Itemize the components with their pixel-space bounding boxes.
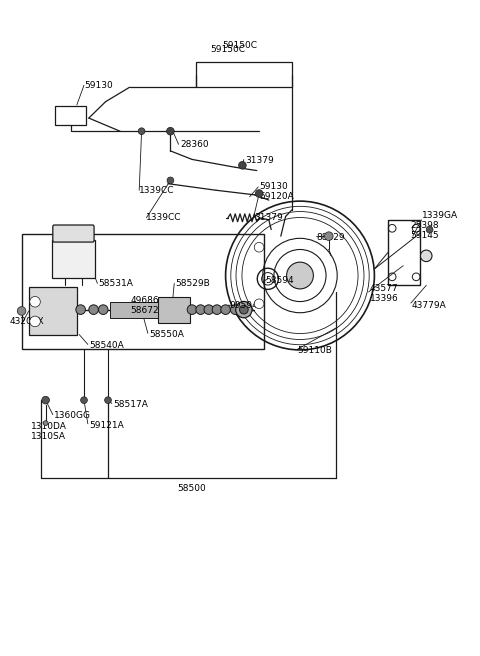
Ellipse shape xyxy=(76,305,85,314)
Ellipse shape xyxy=(30,297,40,307)
Ellipse shape xyxy=(254,243,264,252)
Bar xyxy=(52,240,95,278)
Bar xyxy=(196,62,292,87)
Bar xyxy=(22,234,264,349)
Ellipse shape xyxy=(167,177,174,184)
Text: 59121A: 59121A xyxy=(89,420,123,430)
Text: 58500: 58500 xyxy=(178,484,206,493)
Ellipse shape xyxy=(426,226,433,233)
Text: 58531A: 58531A xyxy=(98,279,133,288)
Ellipse shape xyxy=(43,420,48,426)
Ellipse shape xyxy=(17,306,26,316)
Ellipse shape xyxy=(204,305,214,314)
FancyBboxPatch shape xyxy=(53,225,94,242)
Text: 43577: 43577 xyxy=(370,284,398,293)
Ellipse shape xyxy=(105,397,111,403)
Ellipse shape xyxy=(239,305,249,314)
Ellipse shape xyxy=(63,227,84,240)
Text: 28360: 28360 xyxy=(180,140,209,149)
Text: 58594: 58594 xyxy=(265,276,294,285)
Text: 1310SA: 1310SA xyxy=(31,432,66,441)
Text: 59110B: 59110B xyxy=(298,346,333,356)
Text: 59150C: 59150C xyxy=(211,45,245,54)
Ellipse shape xyxy=(138,128,145,134)
Ellipse shape xyxy=(196,305,205,314)
Text: 31379: 31379 xyxy=(254,213,283,222)
Ellipse shape xyxy=(239,161,246,169)
Ellipse shape xyxy=(98,305,108,314)
Bar xyxy=(55,106,86,125)
Bar xyxy=(110,302,158,318)
Text: 58529B: 58529B xyxy=(175,279,210,288)
Ellipse shape xyxy=(81,397,87,403)
Text: 1360GG: 1360GG xyxy=(54,411,91,420)
Text: 58672: 58672 xyxy=(131,306,159,315)
Text: 1310DA: 1310DA xyxy=(31,422,67,431)
Ellipse shape xyxy=(230,305,240,314)
Bar xyxy=(29,287,77,335)
Text: 1339GA: 1339GA xyxy=(422,211,458,220)
Text: 59145: 59145 xyxy=(410,231,439,240)
Text: 58540A: 58540A xyxy=(89,341,123,350)
Ellipse shape xyxy=(42,396,49,404)
Ellipse shape xyxy=(420,250,432,262)
Text: 99594: 99594 xyxy=(229,300,258,310)
Ellipse shape xyxy=(287,262,313,289)
Text: 58550A: 58550A xyxy=(149,330,184,339)
Ellipse shape xyxy=(324,232,333,241)
Ellipse shape xyxy=(187,305,197,314)
Text: 58517A: 58517A xyxy=(113,400,148,409)
Ellipse shape xyxy=(30,316,40,327)
Text: 43201X: 43201X xyxy=(10,317,44,326)
Ellipse shape xyxy=(240,305,248,314)
Text: 59120A: 59120A xyxy=(259,192,294,201)
Ellipse shape xyxy=(212,305,222,314)
Ellipse shape xyxy=(236,302,252,318)
Text: 88329: 88329 xyxy=(317,233,346,242)
Bar xyxy=(388,220,420,285)
Text: 13396: 13396 xyxy=(370,294,398,303)
Ellipse shape xyxy=(254,299,264,308)
Ellipse shape xyxy=(255,190,263,197)
Text: 1339CC: 1339CC xyxy=(146,213,182,222)
Ellipse shape xyxy=(167,127,174,135)
Text: 31379: 31379 xyxy=(245,156,274,165)
Text: 59130: 59130 xyxy=(84,81,113,90)
Text: 59150C: 59150C xyxy=(223,41,257,51)
Text: 59130: 59130 xyxy=(259,182,288,192)
Ellipse shape xyxy=(221,305,230,314)
Text: 1339CC: 1339CC xyxy=(139,186,175,195)
Text: 25398: 25398 xyxy=(410,220,439,230)
Ellipse shape xyxy=(89,305,98,314)
Text: 43779A: 43779A xyxy=(412,300,446,310)
Bar xyxy=(158,297,190,323)
Text: 49686: 49686 xyxy=(131,296,159,305)
